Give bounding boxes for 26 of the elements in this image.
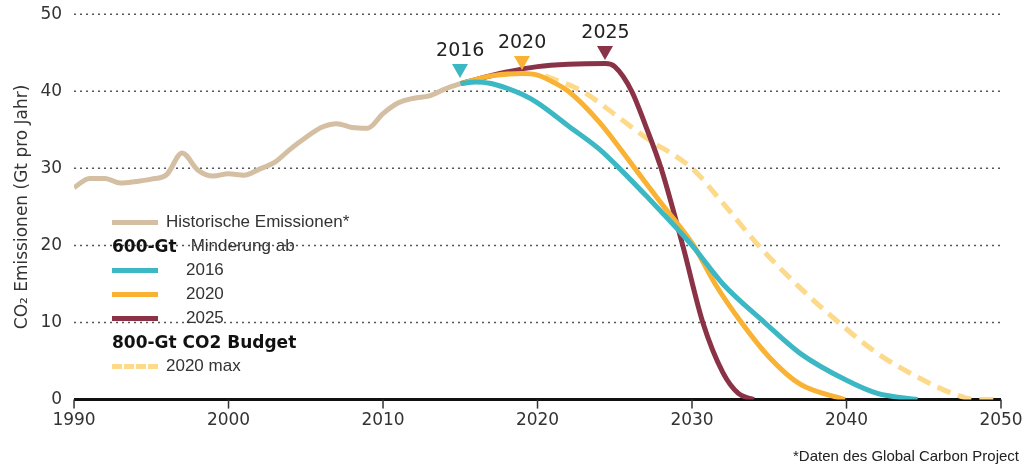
x-tick-label: 2010 [361, 409, 405, 430]
annotation: 2020 [497, 29, 547, 52]
y-tick-label: 20 [40, 233, 63, 254]
x-tick-label: 1990 [52, 409, 96, 430]
annotation: 600-Gt [112, 235, 177, 258]
x-tick-label: 2030 [670, 409, 714, 430]
annotation: 800-Gt CO2 Budget [112, 331, 297, 354]
y-tick-label: 50 [40, 2, 63, 23]
legend-label: 2025 [186, 307, 224, 329]
y-tick-label: 0 [51, 388, 63, 409]
legend-label: 2016 [186, 259, 224, 281]
y-tick-label: 40 [40, 79, 63, 100]
x-tick-label: 2000 [206, 409, 251, 430]
x-tick-label: 2020 [515, 409, 560, 430]
y-tick-label: 30 [40, 156, 63, 177]
text: *Daten des Global Carbon Project [793, 447, 1019, 464]
annotation: 2016 [436, 38, 485, 61]
y-tick-label: 10 [40, 310, 63, 331]
annotation: Minderung ab [190, 235, 295, 257]
annotation: 2025 [581, 19, 630, 42]
legend-label: 2020 [186, 283, 224, 305]
x-tick-label: 2050 [979, 409, 1023, 430]
legend-label: Historische Emissionen* [166, 211, 350, 233]
x-tick-label: 2040 [824, 409, 869, 430]
y-axis-title: CO₂ Emissionen (Gt pro Jahr) [10, 84, 31, 330]
legend-label: 2020 max [166, 355, 241, 377]
